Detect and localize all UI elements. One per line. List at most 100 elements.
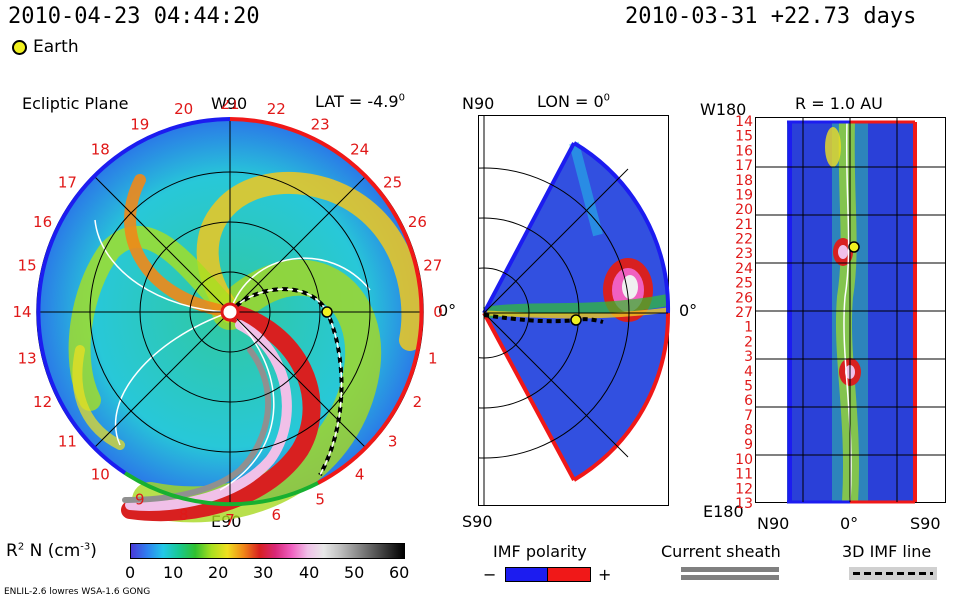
current-sheath-swatch [681, 575, 779, 580]
radial-y-tick: 17 [735, 158, 753, 174]
carrington-label: 11 [58, 433, 77, 451]
carrington-label: 7 [225, 511, 235, 529]
radial-y-tick: 5 [744, 379, 753, 395]
colorbar-ticks: 0 10 20 30 40 50 60 [125, 563, 415, 583]
radial-y-tick: 1 [744, 320, 753, 336]
radial-y-tick: 15 [735, 129, 753, 145]
carrington-label: 23 [311, 116, 330, 134]
imf-line-swatch [849, 567, 937, 580]
sector-arc [123, 471, 319, 507]
colorbar-tick: 10 [163, 563, 184, 582]
radial-y-tick: 26 [735, 290, 753, 306]
carrington-label: 6 [272, 506, 282, 524]
carrington-label: 10 [91, 466, 110, 484]
earth-legend-label: Earth [33, 37, 79, 57]
carrington-label: 12 [33, 393, 52, 411]
radial-y-tick: 9 [744, 437, 753, 453]
carrington-label: 19 [130, 116, 149, 134]
colorbar-tick: 50 [344, 563, 365, 582]
ecliptic-title: Ecliptic Plane [22, 94, 129, 113]
earth-position-icon [848, 241, 860, 253]
radial-y-tick-labels: 1415161718192021222324252627123456789101… [735, 114, 753, 509]
radial-y-tick: 3 [744, 349, 753, 365]
carrington-label: 21 [220, 100, 239, 113]
radial-y-tick: 19 [735, 188, 753, 204]
density-spirals [68, 171, 424, 523]
radial-y-tick: 16 [735, 143, 753, 159]
carrington-label: 14 [12, 303, 31, 321]
carrington-label: 26 [408, 213, 427, 231]
radial-y-tick: 7 [744, 408, 753, 424]
carrington-label: 16 [33, 213, 52, 231]
carrington-label: 18 [91, 140, 110, 158]
imf-plus-label: + [598, 565, 612, 584]
meridional-top-label: N90 [462, 94, 495, 113]
meridional-right-label: 0° [679, 301, 698, 320]
radial-y-tick: 2 [744, 334, 753, 350]
radial-x-tick-s90: S90 [910, 514, 941, 533]
carrington-label: 15 [18, 257, 37, 275]
simulation-time: 2010-04-23 04:44:20 [8, 4, 260, 29]
radial-y-tick: 8 [744, 423, 753, 439]
carrington-label: 20 [174, 100, 193, 118]
carrington-label: 3 [388, 433, 398, 451]
longitude-label: LON = 00 [537, 92, 611, 111]
ecliptic-right-label: 0° [438, 301, 457, 320]
field-lines [94, 219, 371, 491]
carrington-label: 0 [433, 303, 443, 321]
colorbar-tick: 30 [253, 563, 274, 582]
colorbar [130, 543, 405, 559]
radial-y-tick: 6 [744, 393, 753, 409]
radial-bottom-left-label: E180 [703, 502, 744, 521]
reference-time: 2010-03-31 +22.73 days [625, 4, 917, 29]
radial-y-tick: 12 [735, 481, 753, 497]
radial-y-tick: 13 [735, 496, 753, 509]
meridional-bottom-label: S90 [462, 512, 493, 531]
earth-position-icon [321, 306, 333, 318]
carrington-label: 5 [315, 490, 325, 508]
current-sheath-title: Current sheath [661, 542, 781, 561]
radial-y-tick: 20 [735, 202, 753, 218]
colorbar-tick: 0 [125, 563, 136, 582]
negative-polarity-arc [36, 117, 231, 475]
radial-y-tick: 24 [735, 261, 753, 277]
radial-y-tick: 14 [735, 114, 753, 130]
inner-boundary [220, 302, 240, 322]
carrington-label: 2 [413, 393, 423, 411]
radial-y-tick: 25 [735, 276, 753, 292]
imf-line-title: 3D IMF line [842, 542, 932, 561]
carrington-label: 24 [350, 140, 369, 158]
carrington-label: 9 [135, 490, 145, 508]
carrington-label: 1 [428, 349, 438, 367]
ecliptic-top-label: W90 [211, 94, 248, 113]
carrington-label: 25 [383, 173, 402, 191]
radial-plot [755, 117, 946, 504]
imf-negative-swatch [505, 567, 549, 582]
earth-position-icon [570, 314, 582, 326]
radial-y-tick: 10 [735, 452, 753, 468]
radial-y-tick: 11 [735, 467, 753, 483]
radial-title: R = 1.0 AU [795, 94, 883, 113]
latitude-label: LAT = -4.90 [315, 92, 405, 111]
model-footer: ENLIL-2.6 lowres WSA-1.6 GONG [4, 587, 151, 597]
earth-legend: Earth [12, 37, 79, 57]
imf-positive-swatch [547, 567, 591, 582]
colorbar-label: R2 N (cm-3) [6, 541, 97, 561]
radial-x-tick-0: 0° [840, 514, 859, 533]
positive-polarity-arc [229, 117, 424, 485]
carrington-label: 27 [423, 257, 442, 275]
radial-top-left-label: W180 [700, 100, 747, 119]
current-sheath-swatch [681, 567, 779, 572]
meridional-plot [478, 115, 671, 506]
imf-polarity-title: IMF polarity [493, 542, 587, 561]
radial-y-tick: 18 [735, 173, 753, 189]
radial-y-tick: 27 [735, 305, 753, 321]
carrington-label: 17 [58, 173, 77, 191]
radial-x-tick-n90: N90 [757, 514, 790, 533]
colorbar-tick: 20 [208, 563, 229, 582]
carrington-label: 13 [18, 349, 37, 367]
imf-minus-label: − [483, 565, 497, 584]
radial-y-tick: 21 [735, 217, 753, 233]
